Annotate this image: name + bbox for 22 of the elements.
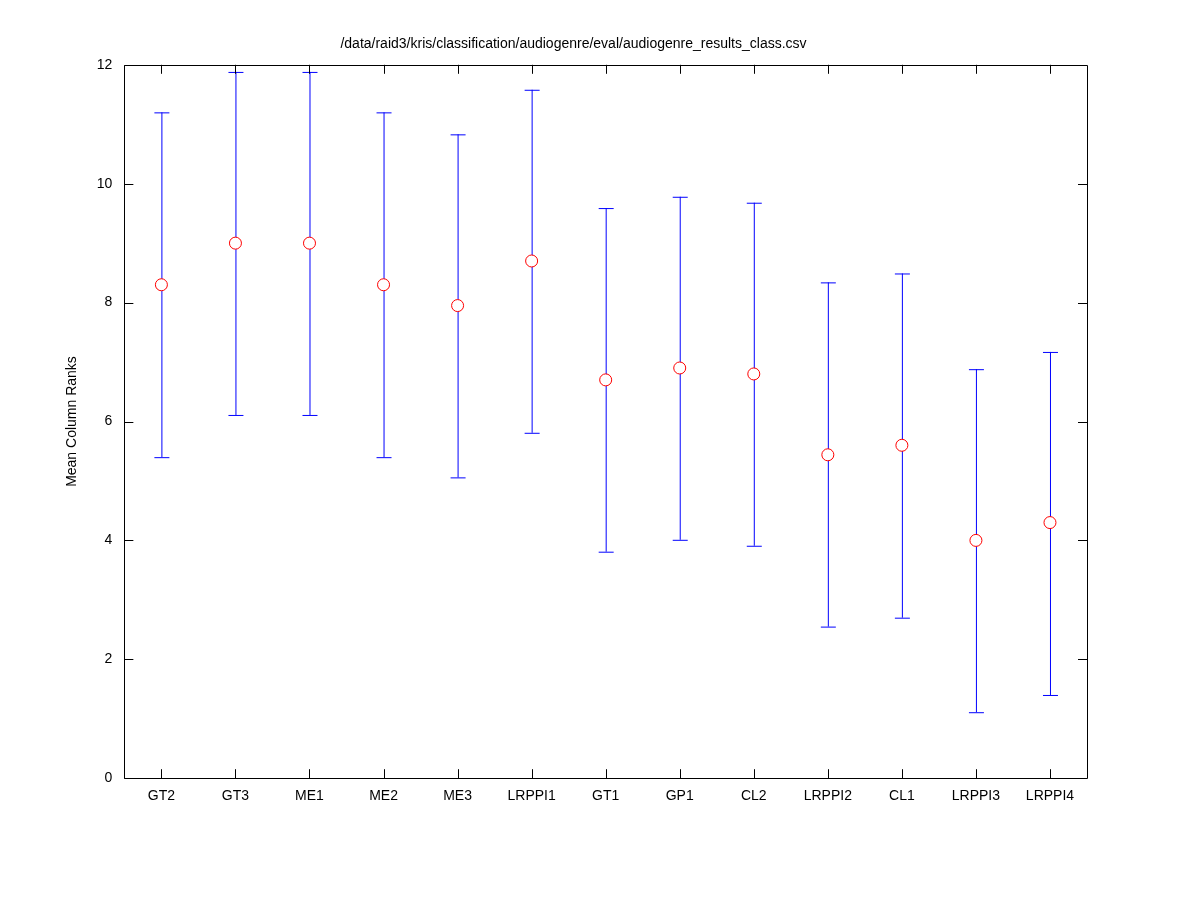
chart-title: /data/raid3/kris/classification/audiogenre/eval/audiogenre_results_class.csv bbox=[340, 35, 807, 52]
y-tick-label: 10 bbox=[96, 174, 113, 191]
x-tick-label: CL2 bbox=[740, 787, 767, 804]
x-tick-label: LRPPI4 bbox=[1025, 787, 1075, 804]
y-tick-label: 0 bbox=[104, 769, 113, 786]
x-tick-label: LRPPI1 bbox=[507, 787, 556, 804]
y-tick-label: 4 bbox=[104, 531, 113, 548]
y-axis-title: Mean Column Ranks bbox=[63, 356, 80, 487]
y-tick-label: 12 bbox=[96, 55, 113, 72]
y-tick-label: 2 bbox=[104, 650, 113, 667]
x-tick-label: ME1 bbox=[295, 787, 325, 804]
x-tick-label: GT1 bbox=[592, 787, 620, 804]
x-tick-label: LRPPI3 bbox=[951, 787, 1001, 804]
x-tick-label: ME3 bbox=[443, 787, 473, 804]
y-tick-label: 6 bbox=[104, 412, 113, 429]
x-tick-label: GT2 bbox=[147, 787, 176, 804]
x-tick-label: CL1 bbox=[889, 787, 915, 804]
x-tick-label: GT3 bbox=[221, 787, 250, 804]
x-tick-label: ME2 bbox=[369, 787, 399, 804]
y-tick-label: 8 bbox=[104, 293, 113, 310]
x-tick-label: GP1 bbox=[665, 787, 694, 804]
x-tick-label: LRPPI2 bbox=[803, 787, 853, 804]
